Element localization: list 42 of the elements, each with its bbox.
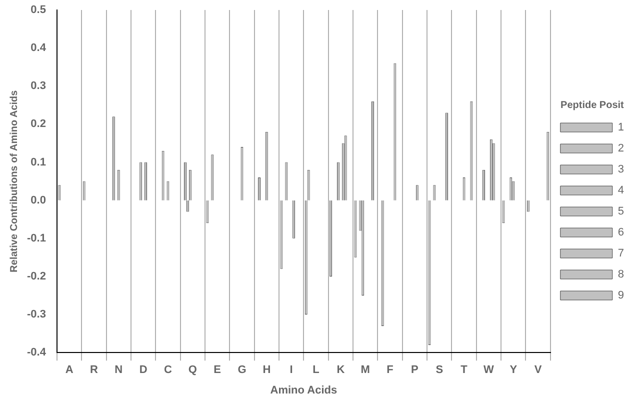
x-tick-label: E — [214, 364, 221, 376]
legend-label: 9 — [618, 290, 624, 302]
x-tick-label: Y — [510, 364, 518, 376]
x-axis-title: Amino Acids — [270, 384, 338, 396]
legend-label: 5 — [618, 206, 624, 218]
x-tick-label: M — [360, 364, 370, 376]
y-tick-label: 0.2 — [30, 118, 46, 130]
legend-label: 2 — [618, 142, 624, 155]
legend-label: 8 — [618, 268, 624, 281]
legend-title: Peptide Posit — [560, 100, 625, 111]
legend-label: 1 — [618, 122, 624, 134]
x-tick-label: G — [238, 364, 246, 376]
y-tick-label: -0.3 — [26, 308, 46, 321]
x-tick-label: N — [114, 364, 123, 376]
x-tick-label: I — [290, 364, 293, 376]
x-tick-label: P — [411, 364, 418, 376]
x-tick-label: R — [90, 364, 98, 376]
x-tick-label: Q — [188, 364, 198, 376]
x-tick-label: H — [262, 364, 271, 376]
x-tick-label: S — [436, 364, 444, 376]
y-tick-label: 0.0 — [30, 194, 46, 206]
y-tick-label: 0.1 — [30, 156, 46, 168]
y-tick-label: 0.5 — [30, 4, 46, 16]
x-tick-label: T — [460, 364, 468, 376]
x-tick-label: A — [65, 364, 74, 376]
x-tick-label: V — [534, 364, 542, 376]
x-tick-label: F — [386, 364, 394, 376]
legend-label: 3 — [618, 164, 624, 176]
y-tick-label: 0.3 — [30, 80, 46, 92]
y-axis-title: Relative Contributions of Amino Acids — [8, 90, 20, 272]
x-tick-label: L — [312, 364, 320, 376]
y-tick-label: -0.2 — [26, 270, 46, 282]
x-tick-label: C — [164, 364, 172, 376]
y-tick-label: -0.1 — [26, 232, 46, 244]
legend-label: 6 — [618, 226, 624, 239]
legend-label: 7 — [618, 248, 624, 260]
x-tick-label: D — [139, 364, 148, 376]
legend-label: 4 — [618, 184, 624, 197]
x-tick-label: W — [484, 364, 495, 376]
y-tick-label: 0.4 — [30, 42, 47, 54]
y-tick-label: -0.4 — [26, 346, 47, 359]
x-tick-label: K — [336, 364, 345, 376]
